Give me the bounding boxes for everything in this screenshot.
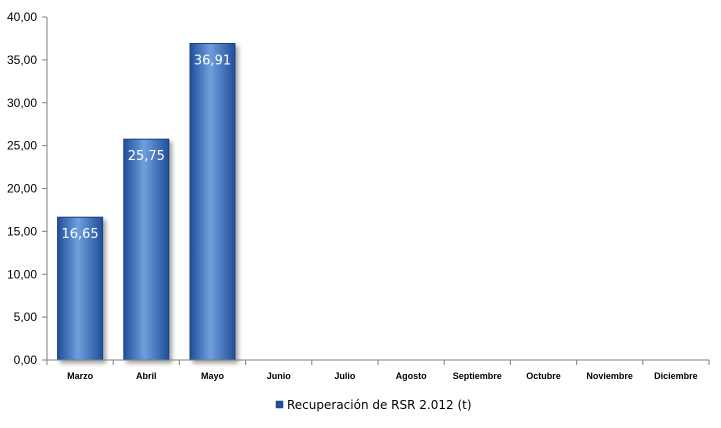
data-label-marzo: 16,65 bbox=[61, 227, 98, 242]
y-axis-ticks: 0,00 5,00 10,00 15,00 20,00 25,00 30,00 35,00 40… bbox=[7, 10, 47, 367]
x-tick-label: Julio bbox=[334, 371, 356, 381]
data-label-abril: 25,75 bbox=[128, 149, 165, 164]
legend: Recuperación de RSR 2.012 (t) bbox=[275, 398, 472, 412]
bar-abril bbox=[123, 138, 170, 361]
legend-label: Recuperación de RSR 2.012 (t) bbox=[287, 398, 472, 412]
x-tick-label: Noviembre bbox=[586, 371, 633, 381]
y-tick-label: 35,00 bbox=[7, 53, 37, 67]
x-tick-label: Septiembre bbox=[453, 371, 502, 381]
y-tick-label: 25,00 bbox=[7, 139, 37, 153]
y-tick-label: 5,00 bbox=[14, 310, 38, 324]
bars: 16,65 25,75 36,91 bbox=[57, 42, 236, 361]
y-tick-label: 10,00 bbox=[7, 267, 37, 281]
y-tick-label: 40,00 bbox=[7, 10, 37, 24]
x-axis-categories: Marzo Abril Mayo Junio Julio Agosto Septiembre… bbox=[67, 371, 698, 381]
bar-marzo bbox=[57, 216, 104, 361]
bar-mayo bbox=[189, 42, 236, 361]
data-label-mayo: 36,91 bbox=[194, 53, 231, 68]
y-tick-label: 20,00 bbox=[7, 182, 37, 196]
y-tick-label: 15,00 bbox=[7, 224, 37, 238]
y-tick-label: 0,00 bbox=[14, 353, 38, 367]
x-tick-label: Marzo bbox=[67, 371, 94, 381]
axes bbox=[46, 17, 710, 365]
x-tick-label: Diciembre bbox=[654, 371, 698, 381]
x-tick-label: Abril bbox=[136, 371, 157, 381]
y-tick-label: 30,00 bbox=[7, 96, 37, 110]
x-tick-label: Junio bbox=[267, 371, 292, 381]
x-tick-label: Octubre bbox=[526, 371, 561, 381]
x-tick-label: Agosto bbox=[396, 371, 427, 381]
x-tick-label: Mayo bbox=[201, 371, 225, 381]
legend-swatch bbox=[275, 400, 284, 409]
